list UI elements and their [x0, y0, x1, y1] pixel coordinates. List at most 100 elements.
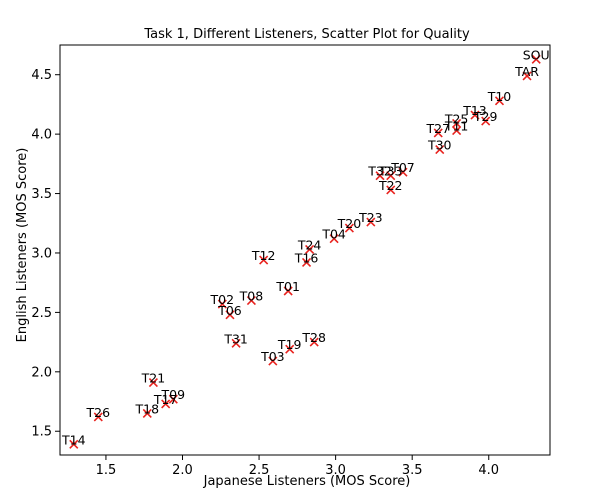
x-marker-stroke: [531, 54, 541, 64]
x-marker-stroke: [344, 223, 354, 233]
y-tick-label: 3.0: [31, 246, 52, 261]
data-point: T32: [367, 164, 392, 181]
point-label: TAR: [514, 64, 539, 79]
axes-frame: [59, 44, 551, 456]
y-tick-label: 2.5: [31, 306, 52, 321]
data-point: T03: [260, 349, 285, 366]
data-point: T27: [425, 121, 450, 138]
x-marker-stroke: [522, 71, 532, 81]
point-label: T21: [141, 371, 166, 386]
data-point: T23: [358, 210, 383, 227]
point-label: SOU: [523, 47, 550, 62]
data-point: T24: [297, 237, 322, 254]
x-marker-stroke: [435, 145, 445, 155]
x-marker-stroke: [301, 257, 312, 268]
data-point: T21: [141, 371, 166, 388]
data-point: T02: [210, 292, 235, 309]
data-point: T19: [277, 337, 302, 354]
x-marker-stroke: [366, 217, 376, 227]
point-label: T17: [153, 392, 178, 407]
data-point: T08: [239, 289, 264, 306]
x-marker-stroke: [329, 234, 339, 244]
x-marker-stroke: [285, 344, 295, 354]
point-label: T12: [251, 248, 276, 263]
point-label: T04: [321, 227, 346, 242]
y-tick-label: 4.0: [31, 128, 52, 143]
y-axis-label: English Listeners (MOS Score): [15, 148, 30, 343]
x-tick-label: 2.5: [249, 463, 270, 478]
point-label: T33: [378, 164, 403, 179]
x-marker-stroke: [283, 286, 293, 296]
x-marker-stroke: [93, 412, 103, 422]
x-marker-stroke: [452, 118, 462, 129]
point-label: T25: [444, 111, 469, 126]
point-label: T24: [297, 237, 322, 252]
point-label: T31: [223, 331, 248, 346]
x-marker-stroke: [398, 167, 408, 177]
data-point: T12: [251, 248, 276, 265]
point-label: T08: [239, 289, 264, 304]
point-label: T10: [487, 89, 512, 104]
data-point: T22: [378, 178, 403, 195]
x-tick-label: 2.0: [172, 463, 193, 478]
point-label: T30: [427, 138, 452, 153]
x-tick-label: 4.0: [478, 463, 499, 478]
data-point: T16: [294, 250, 319, 268]
x-marker-stroke: [148, 377, 158, 388]
x-marker-stroke: [470, 110, 480, 120]
x-marker-stroke: [217, 299, 227, 309]
point-label: T16: [294, 250, 319, 265]
x-marker-stroke: [309, 337, 319, 347]
data-point: T01: [275, 279, 300, 296]
point-label: T06: [217, 303, 242, 318]
point-label: T09: [161, 387, 186, 402]
data-point: T17: [153, 392, 178, 409]
x-marker-stroke: [259, 255, 269, 265]
x-tick-label: 3.0: [325, 463, 346, 478]
point-label: T28: [301, 330, 326, 345]
point-label: T20: [337, 216, 362, 231]
point-label: T03: [260, 349, 285, 364]
data-point: T31: [223, 331, 248, 348]
x-marker-stroke: [142, 408, 152, 418]
point-label: T02: [210, 292, 235, 307]
y-axis-ticks: 1.5 2.0 2.5 3.0 3.5 4.0 4.5: [31, 68, 60, 440]
point-label: T29: [473, 109, 498, 124]
x-marker-stroke: [305, 244, 315, 254]
x-marker-stroke: [161, 399, 171, 409]
data-point: T04: [321, 227, 346, 244]
x-marker-stroke: [386, 171, 396, 181]
data-point: T09: [161, 387, 186, 404]
x-marker-stroke: [386, 185, 396, 195]
data-point: T30: [427, 138, 452, 155]
x-tick-label: 3.5: [402, 463, 423, 478]
y-tick-label: 1.5: [31, 425, 52, 440]
point-label: T11: [444, 119, 469, 134]
y-tick-label: 2.0: [31, 365, 52, 380]
point-label: T26: [86, 405, 111, 420]
point-label: T01: [275, 279, 300, 294]
data-point: T33: [378, 164, 403, 181]
data-point: T07: [390, 160, 415, 177]
data-point: T11: [444, 119, 469, 136]
x-marker-stroke: [268, 356, 278, 366]
data-point: SOU: [523, 47, 550, 64]
chart-title: Task 1, Different Listeners, Scatter Plo…: [143, 27, 470, 42]
x-marker-stroke: [494, 96, 505, 106]
point-label: T27: [425, 121, 450, 136]
x-marker-stroke: [225, 310, 235, 320]
x-marker-stroke: [69, 439, 79, 449]
point-label: T23: [358, 210, 383, 225]
point-label: T19: [277, 337, 302, 352]
point-label: T14: [61, 432, 86, 447]
data-point: T28: [301, 330, 326, 347]
data-point: T13: [462, 103, 487, 120]
point-label: T13: [462, 103, 487, 118]
data-point: T18: [135, 401, 159, 418]
y-tick-label: 3.5: [31, 187, 52, 202]
x-axis-label: Japanese Listeners (MOS Score): [203, 474, 411, 489]
point-label: T32: [367, 164, 392, 179]
x-marker-stroke: [452, 125, 462, 136]
